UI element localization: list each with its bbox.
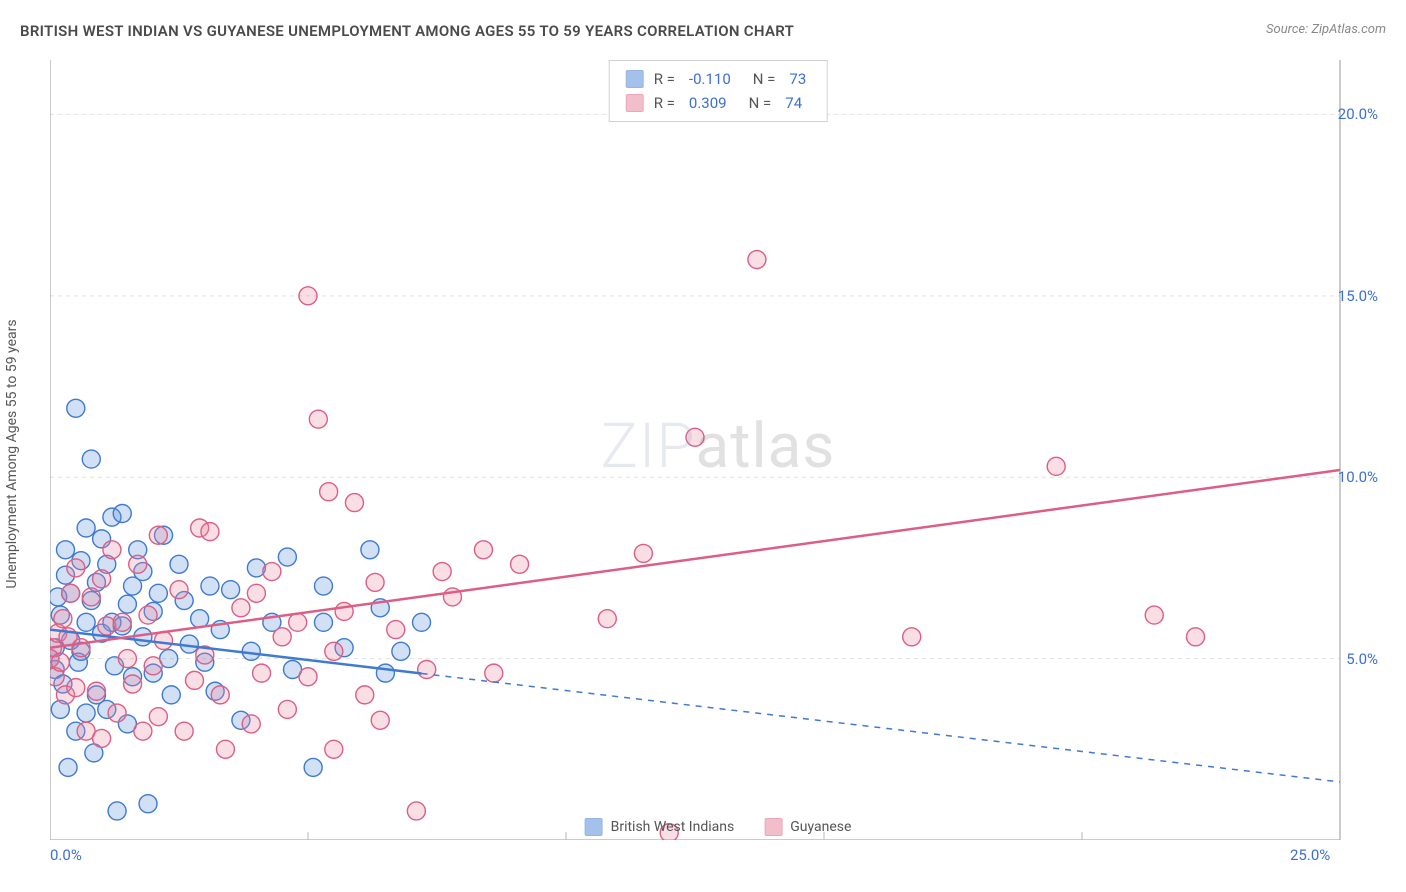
r-value-guy: 0.309: [685, 91, 731, 115]
n-value-bwi: 73: [785, 67, 810, 91]
legend-swatch-guyanese: [764, 818, 782, 836]
chart-svg: [50, 60, 1386, 840]
source-link[interactable]: ZipAtlas.com: [1311, 22, 1386, 37]
y-tick-label: 10.0%: [1338, 468, 1378, 486]
x-tick-label: 0.0%: [50, 846, 82, 864]
r-value-bwi: -0.110: [685, 67, 735, 91]
stats-row-bwi: R = -0.110 N = 73: [626, 67, 811, 91]
legend-label-guy: Guyanese: [790, 819, 851, 835]
correlation-stats-box: R = -0.110 N = 73 R = 0.309 N = 74: [609, 60, 828, 122]
y-tick-label: 20.0%: [1338, 105, 1378, 123]
legend-swatch-bwi: [585, 818, 603, 836]
source-attribution: Source: ZipAtlas.com: [1266, 22, 1386, 37]
n-value-guy: 74: [781, 91, 806, 115]
stats-row-guy: R = 0.309 N = 74: [626, 91, 811, 115]
y-tick-label: 15.0%: [1338, 287, 1378, 305]
chart-header: BRITISH WEST INDIAN VS GUYANESE UNEMPLOY…: [20, 22, 1386, 40]
y-axis-label: Unemployment Among Ages 55 to 59 years: [4, 319, 20, 588]
source-prefix: Source:: [1266, 22, 1311, 37]
legend-item-guy: Guyanese: [764, 818, 851, 836]
legend-item-bwi: British West Indians: [585, 818, 735, 836]
n-label: N =: [753, 67, 776, 91]
legend-label-bwi: British West Indians: [611, 819, 735, 835]
swatch-guyanese: [626, 94, 644, 112]
n-label: N =: [749, 91, 772, 115]
legend: British West Indians Guyanese: [585, 818, 852, 836]
r-label: R =: [654, 67, 675, 91]
y-tick-label: 5.0%: [1346, 650, 1378, 668]
scatter-chart: ZIPatlas R = -0.110 N = 73 R = 0.309 N =…: [50, 60, 1386, 840]
chart-title: BRITISH WEST INDIAN VS GUYANESE UNEMPLOY…: [20, 22, 794, 40]
swatch-bwi: [626, 70, 644, 88]
r-label: R =: [654, 91, 675, 115]
x-tick-label: 25.0%: [1290, 846, 1330, 864]
